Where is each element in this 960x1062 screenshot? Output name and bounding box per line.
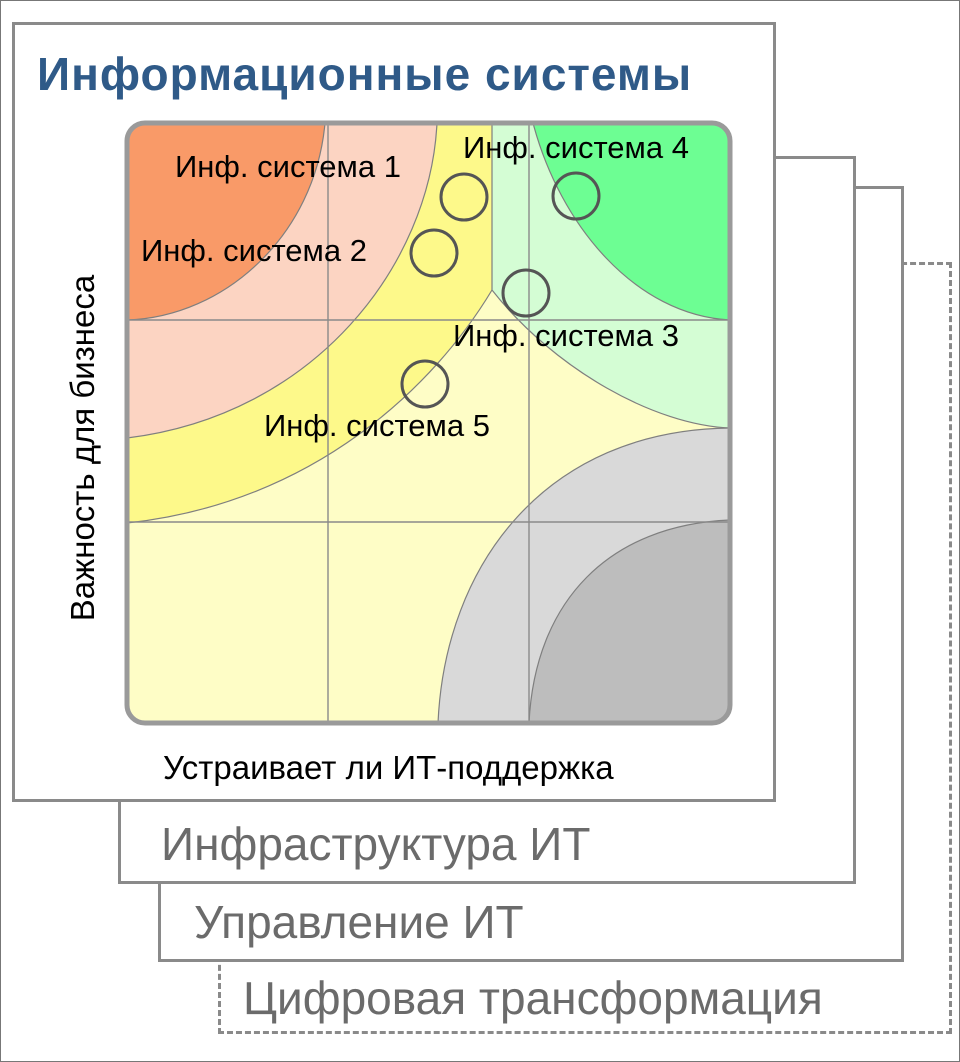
zone-boundary-yellow <box>127 289 493 524</box>
y-axis-label: Важность для бизнеса <box>64 274 101 622</box>
x-axis-label: Устраивает ли ИТ-поддержка <box>163 749 614 786</box>
system-2-label: Инф. система 2 <box>141 233 367 268</box>
zone-boundary-green <box>532 123 730 321</box>
system-2-marker <box>409 228 459 278</box>
matrix-border <box>124 120 733 726</box>
zone-boundary-orange-light <box>127 123 438 439</box>
layer-label-digital-transformation: Цифровая трансформация <box>243 972 823 1024</box>
system-3-label: Инф. система 3 <box>453 318 679 353</box>
page-title: Информационные системы <box>37 48 693 100</box>
system-1-marker <box>439 172 489 222</box>
importance-support-matrix <box>124 120 733 726</box>
zone-green <box>533 123 730 320</box>
system-4-label: Инф. система 4 <box>463 130 689 165</box>
layer-label-it-infrastructure: Инфраструктура ИТ <box>161 818 591 870</box>
zone-gray-dark <box>529 520 730 723</box>
system-5-marker <box>400 359 450 409</box>
layer-information-systems: Информационные системы <box>12 22 776 802</box>
zone-boundary-orange <box>127 123 326 321</box>
zone-boundary-gray-dark <box>528 519 730 723</box>
system-3-marker <box>501 268 551 318</box>
system-4-marker <box>551 171 601 221</box>
system-5-label: Инф. система 5 <box>264 408 490 443</box>
zone-boundary-gray-light <box>437 427 730 723</box>
system-1-label: Инф. система 1 <box>175 149 401 184</box>
zone-orange <box>127 123 325 320</box>
layer-label-it-management: Управление ИТ <box>194 896 524 948</box>
